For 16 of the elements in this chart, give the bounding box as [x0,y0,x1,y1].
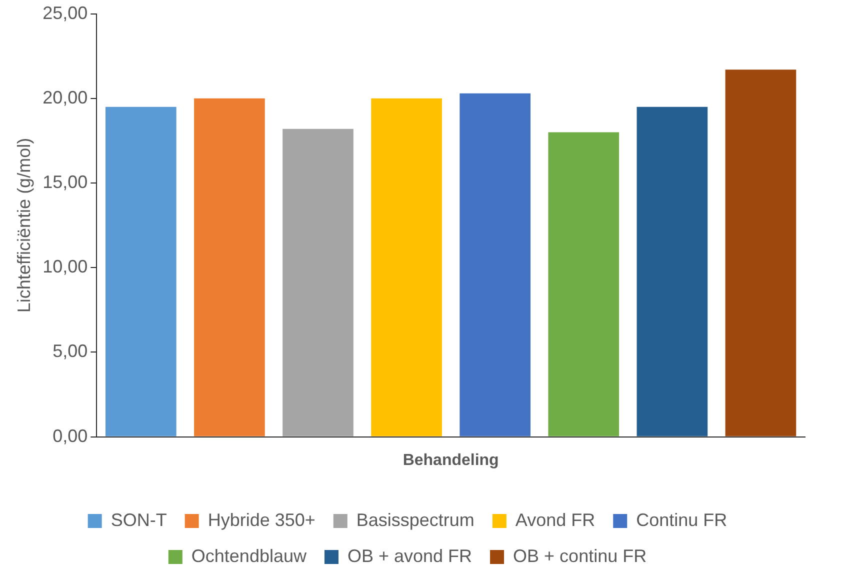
legend-label: Hybride 350+ [208,510,316,530]
legend-label: OB + avond FR [347,546,472,566]
legend-label: Continu FR [636,510,728,530]
y-tick-label: 10,00 [42,256,88,277]
legend-label: Avond FR [515,510,596,530]
legend-label: Ochtendblauw [191,546,308,566]
y-tick-label: 0,00 [52,426,88,446]
legend-label: SON-T [110,510,167,530]
legend-label: OB + continu FR [513,546,647,566]
y-axis-title: Lichtefficiëntie (g/mol) [14,138,34,313]
y-tick-label: 20,00 [42,87,88,108]
x-axis-title: Behandeling [402,452,499,469]
legend-label: Basisspectrum [356,510,474,530]
y-tick-label: 15,00 [42,172,88,192]
y-tick-label: 25,00 [42,2,88,23]
y-tick-label: 5,00 [52,341,88,362]
